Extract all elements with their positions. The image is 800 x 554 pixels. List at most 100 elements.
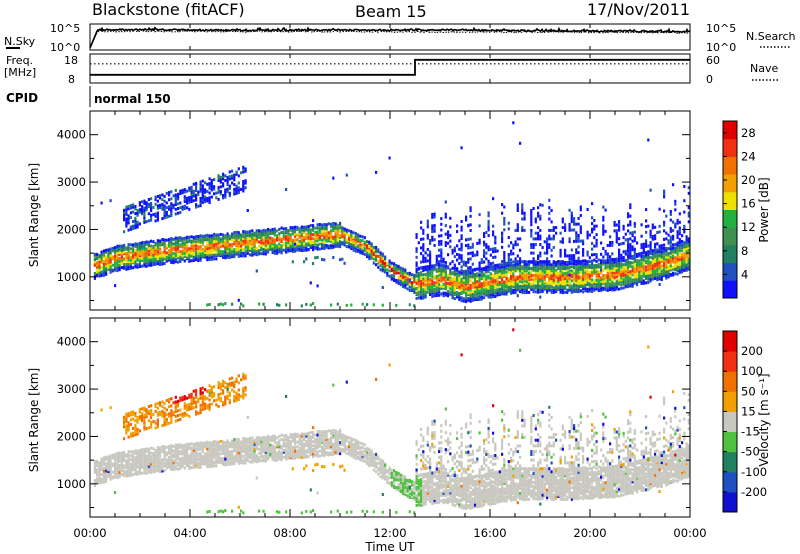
power-cell [240, 233, 243, 237]
velocity-cell [145, 464, 148, 468]
power-cell [105, 248, 108, 252]
power-cell [498, 282, 501, 286]
power-cell [399, 266, 402, 270]
power-cell [467, 243, 470, 247]
power-cell [201, 200, 204, 204]
power-cell [460, 259, 463, 263]
power-cell [215, 246, 218, 250]
power-cell [627, 246, 630, 250]
velocity-cell [179, 445, 182, 449]
power-cell [460, 271, 463, 275]
power-cell [550, 254, 553, 258]
velocity-cell [152, 464, 155, 468]
power-cell [208, 244, 211, 247]
velocity-cell [174, 453, 177, 457]
power-cell [204, 200, 207, 204]
power-cell [312, 245, 315, 249]
power-cell [219, 302, 222, 306]
velocity-cell [127, 423, 130, 427]
power-cell [96, 261, 99, 265]
power-cell [350, 247, 353, 250]
power-cell [372, 255, 375, 258]
power-cell [177, 256, 180, 260]
power-cell [235, 252, 238, 256]
power-cell [397, 271, 400, 275]
power-cell [260, 243, 263, 247]
velocity-cell [170, 457, 173, 461]
power-cell [561, 217, 564, 221]
power-cell [615, 240, 618, 244]
power-cell [240, 187, 243, 191]
power-cell [132, 266, 135, 270]
power-cell [285, 247, 288, 251]
power-cell [150, 206, 153, 210]
power-cell [570, 279, 573, 283]
power-cell [125, 246, 128, 250]
velocity-cell [114, 464, 117, 467]
power-cell [152, 213, 155, 217]
power-cell [438, 265, 441, 269]
power-cell [604, 259, 607, 263]
velocity-cell [136, 449, 139, 453]
power-cell [600, 263, 603, 267]
power-cell [152, 254, 155, 258]
power-cell [633, 236, 636, 240]
velocity-cell [159, 403, 162, 407]
power-cell [226, 245, 229, 249]
power-cell [138, 241, 141, 245]
power-cell [242, 230, 245, 234]
power-cell [96, 265, 99, 269]
power-cell [546, 263, 549, 266]
power-cell [606, 255, 609, 259]
power-cell [273, 245, 276, 249]
velocity-cell [174, 414, 177, 418]
power-cell [611, 280, 614, 284]
power-cell [222, 236, 225, 240]
power-cell [615, 237, 618, 241]
power-cell [323, 223, 326, 227]
power-cell [555, 288, 558, 292]
power-cell [501, 234, 504, 238]
power-cell [687, 186, 690, 190]
velocity-cell [132, 465, 135, 469]
power-cell [600, 276, 603, 280]
velocity-cell [183, 453, 186, 457]
power-cell [672, 254, 675, 258]
power-cell [260, 245, 263, 249]
power-cell [192, 248, 195, 252]
power-cell [606, 260, 609, 264]
power-cell [213, 246, 216, 250]
power-cell [456, 269, 459, 273]
power-cell [656, 252, 659, 256]
power-cell [222, 177, 225, 181]
velocity-cell [143, 452, 146, 456]
power-cell [555, 284, 558, 287]
power-cell [208, 185, 211, 189]
power-cell [611, 252, 614, 256]
velocity-cell [105, 477, 108, 481]
power-cell [669, 255, 672, 259]
power-cell [530, 243, 533, 247]
power-cell [453, 293, 456, 296]
power-cell [584, 281, 587, 284]
power-cell [593, 270, 596, 274]
power-cell [546, 260, 549, 264]
power-cell [186, 196, 189, 200]
velocity-cell [172, 413, 175, 417]
power-cell [602, 230, 605, 233]
power-cell [408, 271, 411, 275]
power-cell [395, 303, 398, 307]
velocity-cell [109, 471, 112, 475]
power-cell [579, 214, 582, 217]
power-cell [404, 281, 407, 284]
power-cell [478, 285, 481, 289]
power-cell [354, 241, 357, 245]
power-cell [165, 238, 168, 242]
power-cell [521, 211, 524, 215]
power-cell [512, 285, 515, 289]
power-cell [264, 233, 267, 237]
power-cell [411, 273, 414, 277]
velocity-cell [150, 460, 153, 464]
power-cell [127, 252, 130, 256]
power-cell [145, 205, 148, 209]
